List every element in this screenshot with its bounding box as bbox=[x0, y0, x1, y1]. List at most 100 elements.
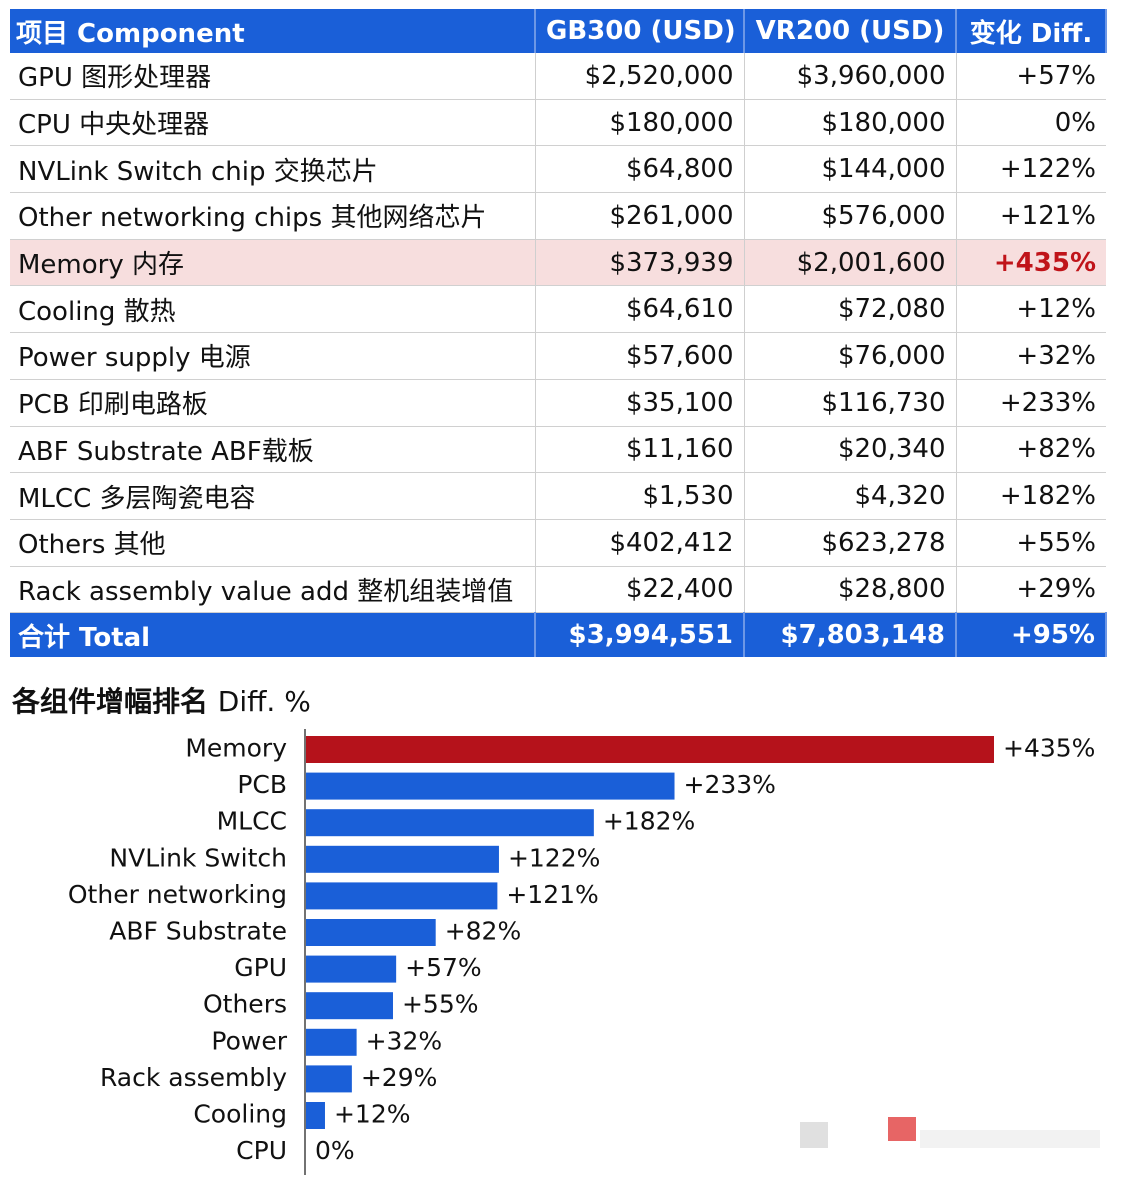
cell-vr200: $3,960,000 bbox=[744, 53, 957, 100]
cell-vr200: $144,000 bbox=[744, 145, 957, 194]
value-label: +29% bbox=[361, 1063, 438, 1092]
table-row: Rack assembly value add 整机组装增值 $22,400 $28… bbox=[10, 566, 1106, 614]
category-label: Rack assembly bbox=[100, 1063, 287, 1092]
value-label: +57% bbox=[405, 953, 482, 982]
cell-diff: +122% bbox=[956, 145, 1106, 194]
bar bbox=[306, 809, 594, 837]
value-label: +55% bbox=[402, 990, 479, 1019]
total-row: 合计 Total $3,994,551 $7,803,148 +95% bbox=[10, 612, 1107, 658]
cell-diff: +121% bbox=[956, 192, 1106, 240]
header-row: 项目 Component GB300 (USD) VR200 (USD) 变化 … bbox=[10, 9, 1107, 53]
bar bbox=[306, 882, 498, 910]
table-row: CPU 中央处理器 $180,000 $180,000 0% bbox=[10, 99, 1106, 147]
category-label: Other networking bbox=[68, 880, 287, 909]
cell-vr200: $2,001,600 bbox=[744, 239, 957, 287]
diff-bar-chart: Memory +435% PCB +233% MLCC +182% NVLink Switc… bbox=[68, 729, 1095, 1175]
category-label: MLCC bbox=[217, 807, 287, 836]
value-label: +233% bbox=[684, 770, 776, 799]
total-label: 合计 Total bbox=[10, 612, 536, 658]
cell-gb300: $57,600 bbox=[535, 332, 745, 380]
bar bbox=[306, 772, 675, 800]
category-label: Power bbox=[211, 1026, 287, 1055]
cell-component: Memory 内存 bbox=[10, 239, 536, 287]
cell-diff: +12% bbox=[956, 285, 1106, 334]
category-label: Memory bbox=[185, 734, 287, 763]
category-label: Cooling bbox=[193, 1100, 287, 1129]
cell-vr200: $76,000 bbox=[744, 332, 957, 380]
cell-gb300: $64,800 bbox=[535, 145, 745, 194]
cell-component: Other networking chips 其他网络芯片 bbox=[10, 192, 536, 240]
value-label: +12% bbox=[334, 1100, 411, 1129]
cell-gb300: $1,530 bbox=[535, 472, 745, 520]
table-footer: 合计 Total $3,994,551 $7,803,148 +95% bbox=[10, 612, 1107, 658]
value-label: +32% bbox=[366, 1026, 443, 1055]
bar bbox=[306, 919, 436, 946]
chart-title: 各组件增幅排名 Diff. % bbox=[12, 680, 311, 720]
cell-diff: +182% bbox=[956, 472, 1106, 520]
bar bbox=[306, 845, 499, 873]
category-label: PCB bbox=[237, 770, 287, 799]
cell-diff: +55% bbox=[956, 519, 1106, 567]
bar bbox=[306, 992, 393, 1020]
table-row: PCB 印刷电路板 $35,100 $116,730 +233% bbox=[10, 379, 1106, 427]
watermark-logo bbox=[800, 1117, 1100, 1148]
table-row: Memory 内存 $373,939 $2,001,600 +435% bbox=[10, 239, 1106, 287]
cell-diff: +32% bbox=[956, 332, 1106, 380]
cell-component: PCB 印刷电路板 bbox=[10, 379, 536, 427]
cell-vr200: $4,320 bbox=[744, 472, 957, 520]
cell-diff: +233% bbox=[956, 379, 1106, 427]
cell-diff: 0% bbox=[956, 99, 1106, 147]
table-row: ABF Substrate ABF载板 $11,160 $20,340 +82% bbox=[10, 426, 1106, 474]
table-row: Others 其他 $402,412 $623,278 +55% bbox=[10, 519, 1106, 567]
table-row: MLCC 多层陶瓷电容 $1,530 $4,320 +182% bbox=[10, 472, 1106, 520]
cell-diff: +29% bbox=[956, 566, 1106, 614]
cell-component: CPU 中央处理器 bbox=[10, 99, 536, 147]
bar bbox=[306, 1102, 325, 1129]
cell-diff: +435% bbox=[956, 239, 1106, 287]
cell-component: Power supply 电源 bbox=[10, 332, 536, 380]
value-label: +121% bbox=[506, 880, 598, 909]
cell-gb300: $11,160 bbox=[535, 426, 745, 474]
bar bbox=[306, 736, 994, 763]
cell-gb300: $261,000 bbox=[535, 192, 745, 240]
cell-gb300: $180,000 bbox=[535, 99, 745, 147]
value-label: 0% bbox=[315, 1136, 355, 1165]
cell-component: MLCC 多层陶瓷电容 bbox=[10, 472, 536, 520]
header-diff: 变化 Diff. bbox=[956, 9, 1107, 53]
header-vr200: VR200 (USD) bbox=[744, 9, 957, 53]
cell-vr200: $28,800 bbox=[744, 566, 957, 614]
cell-gb300: $402,412 bbox=[535, 519, 745, 567]
cell-component: Others 其他 bbox=[10, 519, 536, 567]
cell-component: GPU 图形处理器 bbox=[10, 53, 536, 100]
chart-title-sub: Diff. % bbox=[217, 685, 311, 718]
value-label: +122% bbox=[508, 843, 600, 872]
cell-gb300: $373,939 bbox=[535, 239, 745, 287]
cell-vr200: $180,000 bbox=[744, 99, 957, 147]
table-body: GPU 图形处理器 $2,520,000 $3,960,000 +57% CPU 中央处… bbox=[10, 53, 1106, 614]
value-label: +82% bbox=[445, 917, 522, 946]
cost-comparison-table: 项目 Component GB300 (USD) VR200 (USD) 变化 … bbox=[10, 9, 1107, 658]
cell-component: NVLink Switch chip 交换芯片 bbox=[10, 145, 536, 194]
header-gb300: GB300 (USD) bbox=[535, 9, 745, 53]
total-gb300: $3,994,551 bbox=[535, 612, 745, 658]
cell-component: Cooling 散热 bbox=[10, 285, 536, 334]
cell-vr200: $20,340 bbox=[744, 426, 957, 474]
chart-title-main: 各组件增幅排名 bbox=[12, 685, 209, 718]
table-row: GPU 图形处理器 $2,520,000 $3,960,000 +57% bbox=[10, 53, 1106, 100]
cell-gb300: $35,100 bbox=[535, 379, 745, 427]
category-label: ABF Substrate bbox=[109, 917, 287, 946]
category-label: CPU bbox=[236, 1136, 287, 1165]
cell-component: Rack assembly value add 整机组装增值 bbox=[10, 566, 536, 614]
cell-diff: +82% bbox=[956, 426, 1106, 474]
bar bbox=[306, 1065, 352, 1093]
cell-gb300: $22,400 bbox=[535, 566, 745, 614]
header-component: 项目 Component bbox=[10, 9, 536, 53]
table-row: Other networking chips 其他网络芯片 $261,000 $57… bbox=[10, 192, 1106, 240]
total-diff: +95% bbox=[956, 612, 1107, 658]
cell-vr200: $576,000 bbox=[744, 192, 957, 240]
table-row: NVLink Switch chip 交换芯片 $64,800 $144,000 +1… bbox=[10, 145, 1106, 194]
category-label: GPU bbox=[234, 953, 287, 982]
category-label: Others bbox=[203, 990, 287, 1019]
cell-vr200: $72,080 bbox=[744, 285, 957, 334]
category-label: NVLink Switch bbox=[109, 843, 287, 872]
